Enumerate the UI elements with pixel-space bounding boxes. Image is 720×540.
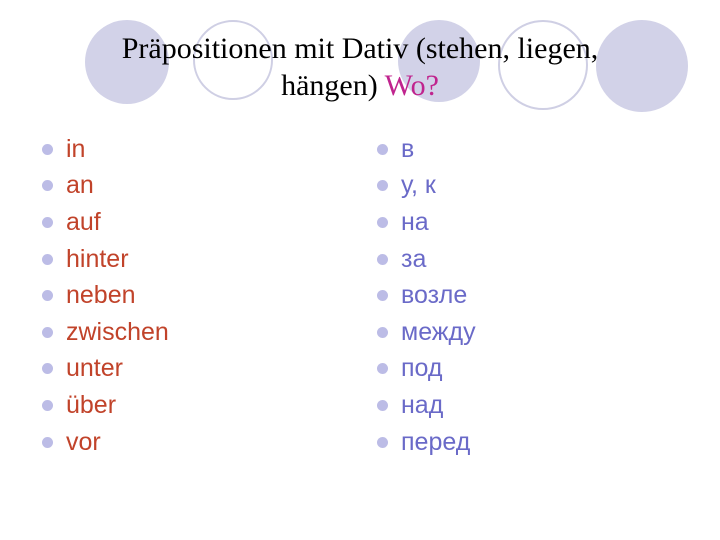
bullet-dot-icon (377, 363, 388, 375)
bullet-dot-icon (377, 253, 388, 265)
list-item-label: у, к (401, 171, 436, 200)
bullet-dot-icon (42, 326, 53, 338)
list-item-label: neben (66, 281, 136, 310)
bullet-dot-icon (42, 363, 53, 375)
list-item: за (377, 241, 677, 278)
list-item-label: vor (66, 427, 101, 456)
bullet-dot-icon (42, 253, 53, 265)
list-item-label: в (401, 134, 415, 163)
list-item: auf (42, 204, 342, 241)
bullet-dot-icon (377, 216, 388, 228)
list-item: возле (377, 277, 677, 314)
bullet-dot-icon (377, 143, 388, 155)
list-item: zwischen (42, 314, 342, 351)
list-item-label: in (66, 134, 86, 163)
list-item: на (377, 204, 677, 241)
list-item: neben (42, 277, 342, 314)
list-item-label: unter (66, 354, 123, 383)
bullet-dot-icon (377, 436, 388, 448)
title-line-1: Präpositionen mit Dativ (stehen, liegen, (121, 32, 599, 65)
title-line-2-main: hängen) (281, 69, 385, 102)
slide-title: Präpositionen mit Dativ (stehen, liegen,… (0, 30, 720, 104)
list-item-label: под (401, 354, 443, 383)
list-item: под (377, 351, 677, 388)
bullet-dot-icon (377, 326, 388, 338)
list-item-label: hinter (66, 244, 129, 273)
list-item-label: перед (401, 427, 471, 456)
slide-content: in an auf hinter neben zwischen unter über vor в… (0, 131, 720, 461)
bullet-dot-icon (42, 436, 53, 448)
list-item: unter (42, 351, 342, 388)
bullet-dot-icon (42, 180, 53, 192)
title-line-2: hängen) Wo? (0, 67, 720, 104)
bullet-dot-icon (42, 143, 53, 155)
list-item: в (377, 131, 677, 168)
list-item-label: между (401, 317, 476, 346)
bullet-dot-icon (377, 399, 388, 411)
list-item-label: auf (66, 207, 101, 236)
german-preposition-list: in an auf hinter neben zwischen unter über vor (42, 131, 342, 460)
bullet-dot-icon (42, 290, 53, 302)
title-question-word: Wo? (384, 69, 439, 102)
list-item-label: возле (401, 281, 468, 310)
list-item: перед (377, 424, 677, 461)
bullet-dot-icon (42, 216, 53, 228)
list-item-label: über (66, 390, 117, 419)
list-item: vor (42, 424, 342, 461)
bullet-dot-icon (377, 290, 388, 302)
list-item: an (42, 168, 342, 205)
bullet-dot-icon (377, 180, 388, 192)
list-item-label: an (66, 171, 94, 200)
list-item: у, к (377, 168, 677, 205)
list-item-label: за (401, 244, 427, 273)
list-item-label: на (401, 207, 429, 236)
list-item: между (377, 314, 677, 351)
list-item: hinter (42, 241, 342, 278)
russian-preposition-list: в у, к на за возле между под над перед (377, 131, 677, 460)
list-item: über (42, 387, 342, 424)
list-item-label: над (401, 390, 444, 419)
list-item-label: zwischen (66, 317, 169, 346)
list-item: in (42, 131, 342, 168)
list-item: над (377, 387, 677, 424)
bullet-dot-icon (42, 399, 53, 411)
